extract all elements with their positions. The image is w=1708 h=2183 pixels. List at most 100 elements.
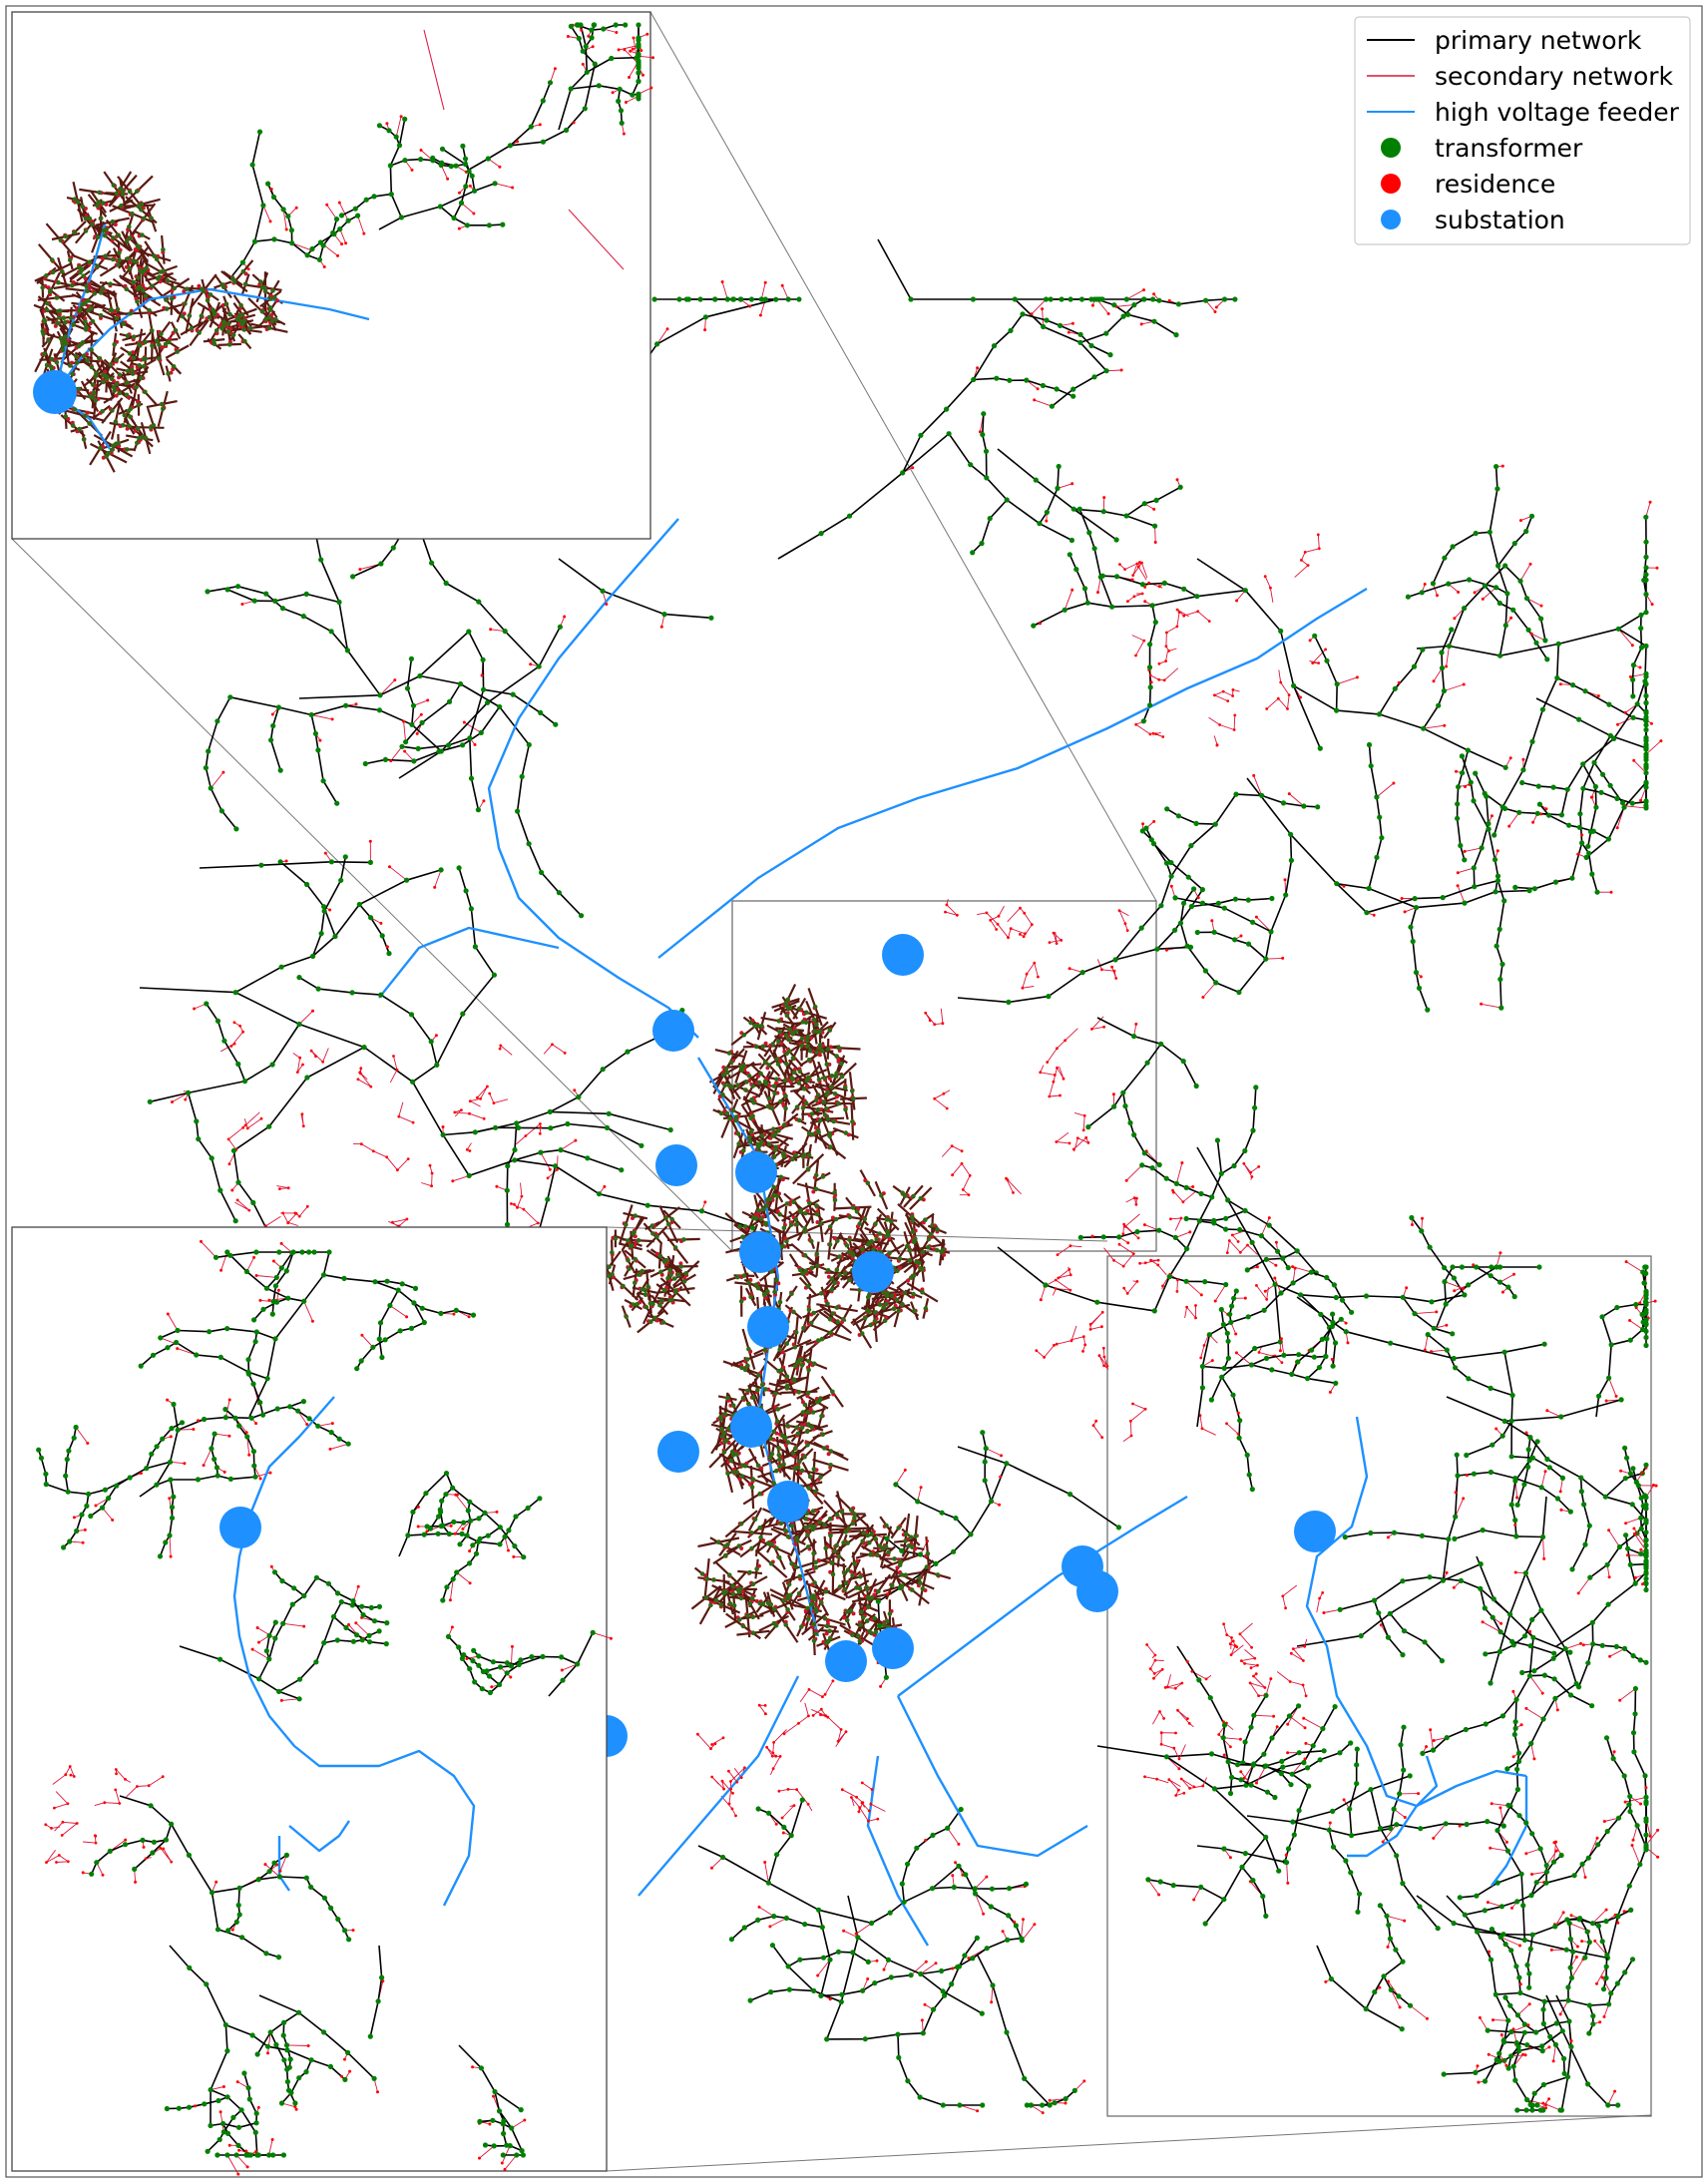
transformer-node — [747, 1569, 752, 1575]
secondary-network-line — [1540, 1471, 1546, 1488]
transformer-node — [820, 1174, 826, 1179]
secondary-network-line — [311, 714, 333, 720]
residence-node — [1055, 1342, 1059, 1346]
transformer-node — [759, 1382, 765, 1388]
transformer-node — [275, 704, 281, 710]
residence-node — [238, 1024, 242, 1028]
residence-node — [821, 1695, 824, 1699]
transformer-node — [1364, 910, 1370, 916]
transformer-node — [980, 2102, 986, 2108]
secondary-network-line — [1175, 1162, 1183, 1184]
transformer-node — [847, 1237, 852, 1242]
transformer-node — [829, 1287, 835, 1292]
residence-node — [1300, 559, 1303, 562]
transformer-node — [1621, 1773, 1627, 1779]
substation-node — [739, 1231, 781, 1273]
primary-network-line — [1390, 1727, 1405, 1829]
transformer-node — [804, 1010, 809, 1016]
transformer-node — [791, 1378, 797, 1383]
transformer-node — [1215, 900, 1221, 906]
transformer-node — [725, 1395, 730, 1401]
transformer-node — [460, 742, 466, 748]
transformer-node — [1151, 318, 1157, 324]
residence-node — [1142, 1223, 1146, 1227]
transformer-node — [789, 1524, 795, 1528]
transformer-node — [1077, 339, 1083, 345]
transformer-node — [266, 1123, 272, 1129]
primary-network-line — [771, 1945, 842, 2003]
transformer-node — [1221, 1897, 1227, 1903]
transformer-node — [791, 1070, 797, 1076]
transformer-node — [633, 1213, 638, 1218]
transformer-node — [1643, 1462, 1649, 1468]
transformer-node — [1253, 1085, 1259, 1091]
transformer-node — [780, 1433, 785, 1439]
transformer-node — [1239, 1864, 1245, 1870]
residence-node — [1509, 616, 1513, 620]
secondary-network-line — [1231, 1230, 1245, 1242]
transformer-node — [321, 908, 327, 914]
transformer-node — [1048, 296, 1054, 302]
transformer-node — [1172, 895, 1178, 901]
transformer-node — [1312, 633, 1318, 639]
residence-node — [1214, 305, 1218, 309]
secondary-network-line — [1323, 1608, 1341, 1613]
secondary-network-line — [1264, 576, 1274, 603]
residence-node — [729, 1787, 733, 1791]
transformer-node — [1482, 583, 1489, 589]
transformer-node — [742, 1464, 748, 1469]
transformer-node — [875, 1598, 881, 1604]
transformer-node — [1451, 1355, 1457, 1362]
residence-node — [1257, 1165, 1261, 1168]
transformer-node — [1453, 1514, 1459, 1520]
secondary-network-line — [452, 1174, 470, 1182]
secondary-network-line — [1176, 609, 1210, 622]
secondary-network-line — [1049, 932, 1063, 945]
residence-node — [1088, 1322, 1092, 1326]
residence-node — [772, 1741, 775, 1744]
residence-node — [1476, 2064, 1480, 2068]
residence-node — [1236, 1240, 1240, 1243]
secondary-network-line — [1294, 534, 1320, 578]
transformer-node — [1637, 1862, 1643, 1868]
secondary-network-line — [282, 209, 287, 230]
transformer-node — [1156, 1227, 1162, 1233]
transformer-node — [1131, 302, 1137, 308]
transformer-node — [854, 1585, 859, 1590]
residence-node — [1081, 1128, 1085, 1132]
transformer-node — [729, 1085, 734, 1090]
secondary-network-line — [1040, 1065, 1056, 1076]
transformer-node — [1218, 1170, 1224, 1176]
transformer-node — [1422, 1639, 1428, 1645]
transformer-node — [750, 1477, 756, 1482]
residence-node — [1299, 695, 1302, 699]
transformer-node — [1643, 741, 1649, 747]
transformer-node — [835, 1238, 840, 1244]
transformer-node — [1631, 1749, 1637, 1755]
secondary-network-line — [1530, 1743, 1535, 1759]
transformer-node — [1134, 1229, 1140, 1235]
residence-node — [924, 1960, 928, 1964]
transformer-node — [1310, 1743, 1316, 1749]
transformer-node — [1420, 1750, 1426, 1756]
transformer-node — [1070, 386, 1076, 392]
transformer-node — [837, 1254, 842, 1259]
transformer-node — [722, 1439, 727, 1445]
transformer-node — [1485, 1819, 1491, 1825]
residence-node — [1623, 1800, 1627, 1804]
transformer-node — [1431, 1325, 1437, 1331]
primary-network-line — [1080, 1229, 1188, 1250]
transformer-node — [1514, 1502, 1520, 1508]
transformer-node — [1145, 1877, 1151, 1883]
residence-node — [1618, 1698, 1622, 1702]
transformer-node — [1183, 1278, 1189, 1284]
transformer-node — [1446, 581, 1452, 587]
transformer-node — [974, 1935, 981, 1941]
residence-node — [1218, 723, 1221, 726]
transformer-node — [866, 1309, 872, 1314]
transformer-node — [1514, 1766, 1520, 1772]
transformer-node — [610, 1250, 615, 1255]
primary-network-line — [1373, 1599, 1404, 1656]
transformer-node — [1242, 1739, 1248, 1745]
residence-node — [1075, 1136, 1079, 1140]
